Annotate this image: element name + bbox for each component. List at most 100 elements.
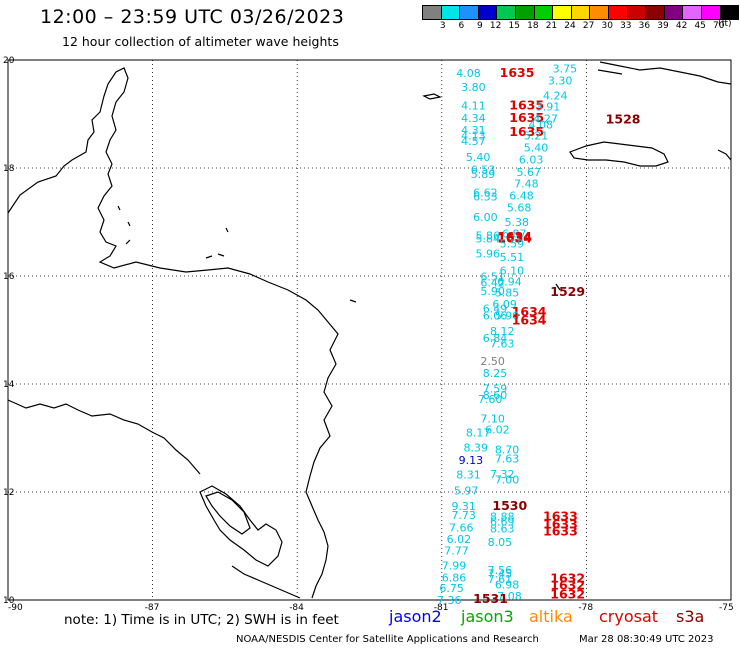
wave-height-label: 6.98 <box>495 578 520 591</box>
units-note: note: 1) Time is in UTC; 2) SWH is in fe… <box>64 612 339 628</box>
wave-height-label: 4.27 <box>533 112 558 125</box>
wave-height-label: 8.12 <box>490 325 515 338</box>
satellite-legend-jason2: jason2 <box>389 607 442 626</box>
wave-height-label: 4.11 <box>461 99 486 112</box>
wave-height-label: 8.70 <box>495 443 520 456</box>
cuba-coastline <box>599 61 732 85</box>
wave-height-label: 6.86 <box>442 571 467 584</box>
colorbar-swatch: 42 <box>663 5 687 31</box>
pass-time-label: 1530 <box>492 498 527 513</box>
wave-height-label: 8.60 <box>483 389 508 402</box>
cuba-south-coast <box>597 69 623 75</box>
map-frame <box>7 59 732 601</box>
pass-time-label: 1529 <box>550 284 585 299</box>
wave-height-label: 3.80 <box>461 81 486 94</box>
wave-height-label: 6.06 <box>483 309 508 322</box>
wave-height-label: 6.02 <box>485 423 510 436</box>
pass-time-label: 1632 <box>550 570 585 585</box>
colorbar-tick-label: 33 <box>620 21 632 31</box>
latitude-tick-label: 14 <box>3 380 15 390</box>
wave-height-label: 4.08 <box>456 67 481 80</box>
central-america-coastline <box>7 67 339 599</box>
wave-height-label: 8.17 <box>466 427 491 440</box>
wave-height-label: 7.48 <box>514 178 539 191</box>
wave-height-label: 5.68 <box>507 201 532 214</box>
wave-height-label: 4.13 <box>461 130 486 143</box>
wave-height-label: 7.61 <box>488 573 512 586</box>
colorbar-swatch: 3 <box>422 5 446 31</box>
colorbar-swatch <box>719 5 740 20</box>
wave-height-label: 3.75 <box>553 63 578 76</box>
wave-height-label: 8.05 <box>488 536 512 549</box>
wave-height-label: 5.86 <box>476 230 501 243</box>
colorbar-tick-label: 15 <box>508 21 520 31</box>
wave-height-label: 5.97 <box>454 484 479 497</box>
latitude-tick-label: 18 <box>3 164 15 174</box>
wave-height-label: 6.69 <box>490 516 515 529</box>
offshore-cay-1 <box>349 299 357 303</box>
cayman-islands <box>422 93 442 100</box>
wave-height-label: 8.63 <box>490 523 515 536</box>
wave-height-label: 5.38 <box>504 216 528 229</box>
pass-time-label: 1634 <box>497 231 532 246</box>
colorbar-swatch: 24 <box>552 5 576 31</box>
map-subtitle: 12 hour collection of altimeter wave hei… <box>62 34 339 49</box>
wave-height-label: 5.89 <box>471 168 496 181</box>
wave-height-label: 6.09 <box>492 298 517 311</box>
wave-height-label: 6.62 <box>473 186 498 199</box>
wave-height-label: 7.56 <box>488 564 512 577</box>
pass-time-label: 1633 <box>543 508 578 523</box>
wave-height-label: 6.00 <box>473 211 498 224</box>
wave-height-label: 5.90 <box>480 285 505 298</box>
wave-height-label: 9.13 <box>459 454 484 467</box>
colorbar-tick-label: 24 <box>564 21 576 31</box>
wave-height-label: 6.84 <box>483 332 508 345</box>
colorbar-unit: (ft) <box>718 19 732 29</box>
wave-height-label: 2.50 <box>480 355 505 368</box>
longitude-tick-label: -84 <box>289 603 304 613</box>
lake-nicaragua <box>205 491 251 535</box>
wave-height-label: 9.31 <box>451 500 476 513</box>
wave-height-label: 7.99 <box>442 559 467 572</box>
colorbar-swatch: 21 <box>533 5 557 31</box>
pass-time-label: 1635 <box>509 110 544 125</box>
colorbar-swatch: 9 <box>459 5 483 31</box>
wave-height-label: 6.03 <box>519 153 544 166</box>
mainland-west-boundary <box>7 399 201 475</box>
colorbar-swatch: 70 <box>700 5 725 31</box>
colorbar-tick-label: 39 <box>657 21 669 31</box>
hispaniola-tip <box>717 149 732 161</box>
colorbar-tick-label: 12 <box>489 21 502 31</box>
colorbar-swatch: 12 <box>477 5 501 31</box>
pass-time-label: 1528 <box>606 111 641 126</box>
wave-height-label: 7.63 <box>490 338 515 351</box>
wave-height-label: 4.57 <box>461 135 486 148</box>
colorbar-tick-label: 42 <box>675 21 688 31</box>
longitude-tick-label: -78 <box>578 603 593 613</box>
pass-time-label: 1635 <box>509 97 544 112</box>
wave-height-label: 5.51 <box>500 251 525 264</box>
colorbar-tick-label: 3 <box>439 21 446 31</box>
wave-height-label: 6.49 <box>483 302 508 315</box>
colorbar-swatch: 36 <box>626 5 650 31</box>
wave-height-observations: 4.08 1635 3.753.303.804.244.11 16353.914.34… <box>437 63 640 607</box>
pacific-coastline <box>199 485 283 567</box>
colorbar-swatch: 33 <box>607 5 632 31</box>
pass-time-label: 1635 <box>500 65 535 80</box>
wave-height-label: 6.53 <box>471 164 496 177</box>
latitude-tick-label: 12 <box>3 488 14 498</box>
satellite-legend-s3a: s3a <box>676 607 705 626</box>
pass-time-label: 1632 <box>550 587 585 602</box>
colorbar-swatch: 39 <box>645 5 669 31</box>
jamaica-coastline <box>569 141 669 167</box>
wave-height-label: 7.77 <box>444 544 469 557</box>
pass-time-label: 1531 <box>473 591 508 606</box>
wave-height-label: 3.30 <box>548 75 573 88</box>
colorbar-tick-label: 9 <box>477 21 483 31</box>
colorbar-tick-label: 21 <box>545 21 558 31</box>
colorbar-swatch: 30 <box>589 5 613 31</box>
credit-line: NOAA/NESDIS Center for Satellite Applica… <box>236 634 539 645</box>
wave-height-label: 5.67 <box>517 166 542 179</box>
satellite-legend-cryosat: cryosat <box>599 607 659 626</box>
satellite-legend-altika: altika <box>529 607 573 626</box>
